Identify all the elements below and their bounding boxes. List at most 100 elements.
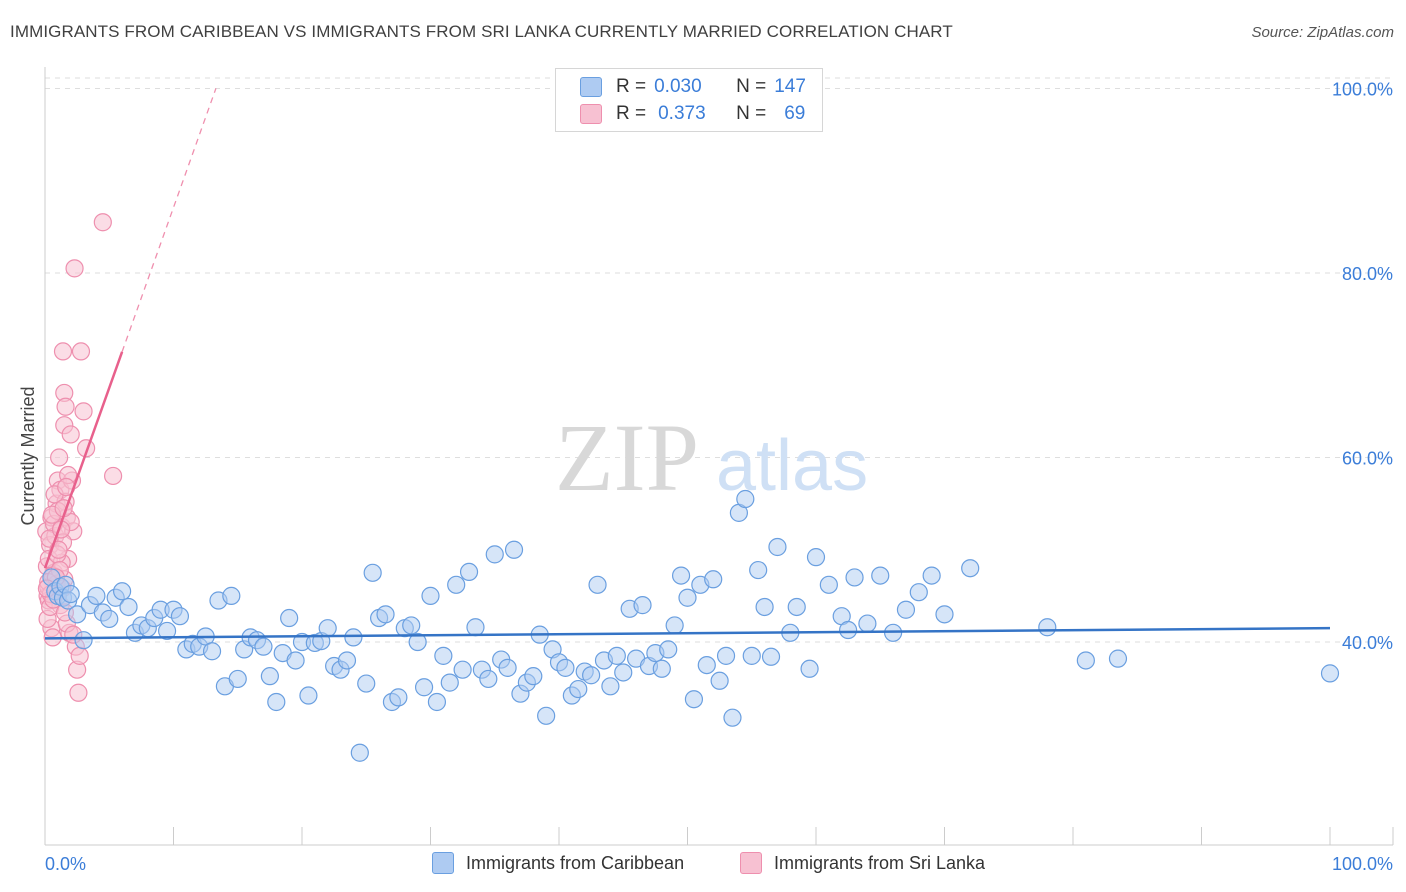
caribbean-point [697, 655, 716, 675]
caribbean-point [228, 669, 247, 689]
caribbean-point [665, 616, 684, 635]
legend-r-value: 0.373 [658, 103, 706, 124]
sri-lanka-point [70, 646, 89, 665]
caribbean-point [280, 608, 299, 628]
sri-lanka-point [50, 448, 69, 467]
caribbean-point [922, 566, 941, 585]
caribbean-point [74, 631, 93, 650]
legend-r-value: 0.030 [654, 76, 702, 97]
caribbean-point [414, 678, 434, 697]
caribbean-point [652, 659, 671, 678]
caribbean-point [453, 660, 472, 679]
legend-swatch-caribbean [580, 77, 602, 97]
caribbean-point [459, 562, 479, 582]
caribbean-point [479, 669, 498, 689]
caribbean-point [337, 651, 357, 670]
caribbean-point [858, 614, 877, 633]
caribbean-point [588, 575, 607, 594]
caribbean-point [537, 706, 556, 725]
caribbean-point [389, 688, 408, 707]
sri-lanka-point [65, 259, 84, 278]
legend-swatch-sri-lanka [580, 104, 602, 124]
caribbean-point [614, 663, 633, 682]
caribbean-point [787, 597, 806, 617]
bottom-legend-sri-lanka: Immigrants from Sri Lanka [740, 852, 985, 874]
caribbean-point [260, 667, 279, 686]
caribbean-point [742, 646, 761, 665]
caribbean-point [157, 621, 177, 641]
x-tick-label-max: 100.0% [1332, 854, 1393, 874]
caribbean-point [254, 637, 273, 656]
caribbean-point [1320, 664, 1340, 683]
caribbean-point [357, 674, 376, 693]
caribbean-point [845, 568, 864, 587]
caribbean-point [582, 666, 601, 685]
y-tick-label: 100.0% [1332, 79, 1393, 99]
sri-lanka-point [93, 213, 112, 232]
caribbean-point [896, 600, 916, 619]
sri-lanka-point [56, 397, 75, 416]
caribbean-point [659, 640, 678, 659]
caribbean-point [607, 646, 626, 665]
bottom-legend-caribbean: Immigrants from Caribbean [432, 852, 684, 874]
caribbean-trend-line [44, 626, 1331, 640]
caribbean-point [678, 588, 697, 607]
caribbean-point [344, 628, 363, 647]
caribbean-point [61, 584, 80, 604]
caribbean-point [1038, 618, 1057, 637]
sri-lanka-trend-line-extension [121, 88, 217, 352]
caribbean-point [68, 605, 87, 624]
watermark-zip: ZIP [555, 404, 699, 511]
caribbean-point [447, 575, 466, 594]
caribbean-point [408, 632, 427, 652]
caribbean-point [569, 679, 588, 699]
gridlines [45, 77, 1393, 643]
sri-lanka-point [71, 342, 91, 361]
caribbean-point [466, 618, 485, 637]
stats-legend: R = 0.030 N = 147 R = 0.373 N = 69 [555, 68, 823, 132]
source-credit: Source: ZipAtlas.com [1251, 24, 1394, 41]
caribbean-point [755, 597, 774, 617]
caribbean-point [434, 646, 453, 665]
legend-r-label: R = [616, 76, 647, 97]
sri-lanka-point [53, 342, 73, 361]
watermark: ZIP atlas [555, 404, 868, 511]
caribbean-point [267, 692, 286, 712]
caribbean-point [363, 563, 382, 582]
caribbean-point [1076, 651, 1095, 670]
caribbean-point [935, 605, 954, 624]
caribbean-point [100, 609, 119, 629]
sri-lanka-point [104, 466, 123, 486]
caribbean-point [961, 559, 980, 578]
caribbean-point [633, 596, 652, 615]
caribbean-point [671, 566, 691, 585]
caribbean-point [556, 658, 575, 677]
caribbean-point [909, 583, 928, 602]
caribbean-point [800, 659, 819, 678]
caribbean-point [1108, 649, 1128, 668]
caribbean-point [601, 677, 620, 696]
sri-lanka-trend-line [43, 351, 124, 569]
caribbean-point [819, 575, 838, 594]
y-tick-labels: 40.0% 60.0% 80.0% 100.0% [1332, 79, 1393, 653]
y-tick-label: 80.0% [1342, 264, 1393, 284]
caribbean-point [524, 667, 543, 686]
x-tick-label-min: 0.0% [45, 854, 86, 874]
caribbean-point [684, 690, 704, 709]
trend-lines [43, 88, 1331, 640]
legend-r-label: R = [616, 103, 647, 124]
caribbean-point [768, 537, 787, 557]
caribbean-point [723, 708, 742, 727]
y-tick-label: 60.0% [1342, 449, 1393, 469]
caribbean-point [112, 582, 132, 601]
legend-row-caribbean: R = 0.030 N = 147 [580, 75, 806, 99]
legend-n-value: 69 [784, 103, 806, 124]
chart-title: IMMIGRANTS FROM CARIBBEAN VS IMMIGRANTS … [10, 22, 953, 41]
bottom-legend-swatch-caribbean [432, 852, 454, 874]
caribbean-point [286, 651, 305, 670]
caribbean-point [427, 692, 447, 712]
caribbean-point [222, 586, 241, 605]
caribbean-points [42, 489, 1340, 762]
caribbean-point [871, 566, 890, 585]
